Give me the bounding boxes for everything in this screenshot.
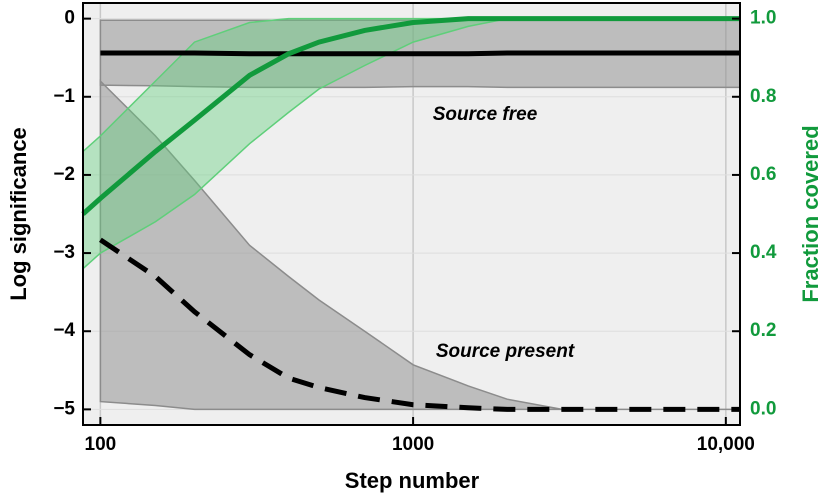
series-line	[100, 50, 740, 57]
x-tick-label: 1000	[392, 434, 434, 455]
y2-tick-label: 0.6	[750, 164, 776, 185]
annotation: Source free	[433, 104, 538, 125]
y2-tick-label: 0.4	[750, 242, 777, 263]
y-tick-label: −4	[53, 320, 75, 341]
y-axis-label: Log significance	[6, 127, 31, 301]
plot-frame	[82, 2, 741, 426]
y2-axis-label: Fraction covered	[798, 125, 823, 302]
y2-tick-label: 1.0	[750, 8, 776, 29]
y2-tick-label: 0.2	[750, 320, 776, 341]
annotation: Source present	[436, 341, 575, 362]
y-tick-label: −2	[53, 164, 75, 185]
series-line	[81, 16, 740, 216]
y2-tick-label: 0.0	[750, 398, 776, 419]
y-tick-label: 0	[64, 8, 75, 29]
y-tick-label: −3	[53, 242, 75, 263]
y-tick-label: −1	[53, 86, 75, 107]
confidence-band	[99, 79, 740, 411]
x-axis-label: Step number	[345, 468, 480, 493]
y2-tick-label: 0.8	[750, 86, 776, 107]
x-tick-label: 10,000	[697, 434, 755, 455]
y-tick-label: −5	[53, 398, 75, 419]
x-tick-label: 100	[85, 434, 117, 455]
series-line	[99, 237, 740, 412]
